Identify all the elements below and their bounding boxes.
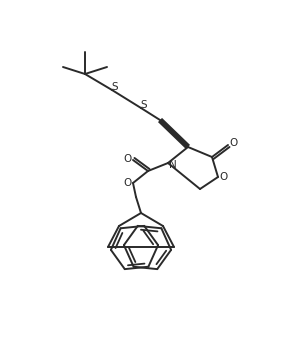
Text: O: O <box>124 154 132 164</box>
Text: O: O <box>124 178 132 188</box>
Text: S: S <box>141 100 147 110</box>
Text: N: N <box>169 160 177 170</box>
Text: O: O <box>229 138 237 148</box>
Text: O: O <box>220 172 228 182</box>
Text: S: S <box>112 82 118 92</box>
